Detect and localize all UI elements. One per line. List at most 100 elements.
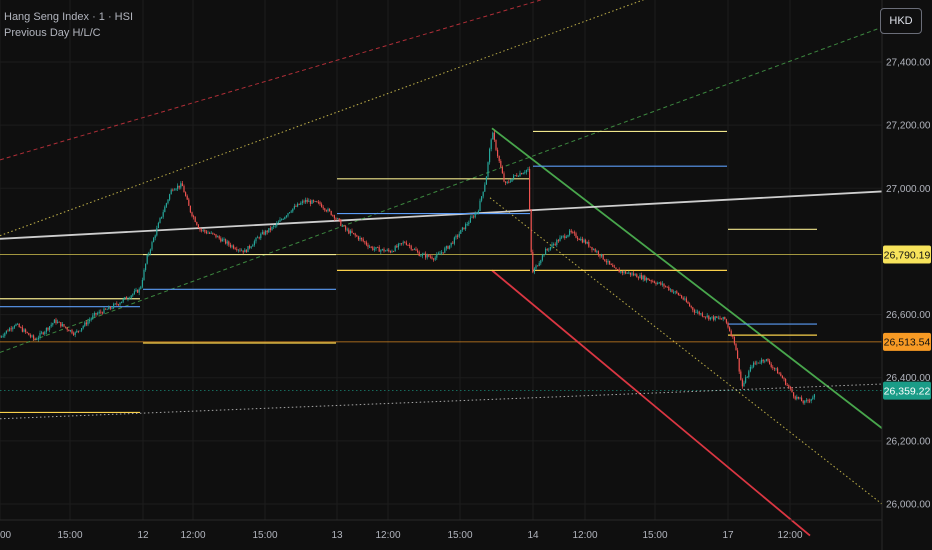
price-candle-body xyxy=(473,216,475,218)
price-candle-body xyxy=(324,208,326,211)
price-candle-body xyxy=(685,298,687,302)
price-candle-body xyxy=(697,311,699,313)
price-candle-body xyxy=(52,323,54,325)
price-candle-body xyxy=(266,230,268,233)
price-candle-body xyxy=(799,397,801,399)
price-candle-body xyxy=(15,324,17,326)
price-candle-body xyxy=(692,307,694,311)
price-candle-body xyxy=(111,308,113,309)
price-candle-body xyxy=(237,249,239,251)
price-candle-body xyxy=(564,235,566,238)
price-candle-body xyxy=(140,286,142,289)
price-candle-body xyxy=(711,316,713,318)
trend-line xyxy=(489,197,883,505)
price-candle-body xyxy=(5,330,7,334)
price-candle-body xyxy=(585,240,587,244)
price-candle-body xyxy=(279,219,281,222)
price-candle-body xyxy=(287,213,289,216)
price-candle-body xyxy=(249,246,251,248)
price-candle-body xyxy=(164,206,166,213)
price-candle-body xyxy=(295,206,297,207)
price-candle-body xyxy=(159,218,161,223)
price-candle-body xyxy=(677,292,679,295)
price-candle-body xyxy=(247,246,249,253)
price-candle-body xyxy=(813,394,815,398)
price-candle-body xyxy=(561,236,563,238)
price-candle-body xyxy=(241,250,243,252)
price-candle-body xyxy=(121,301,123,304)
price-candle-body xyxy=(165,203,167,207)
price-candle-body xyxy=(337,218,339,220)
price-candle-body xyxy=(372,247,374,250)
price-candle-body xyxy=(783,378,785,380)
price-candle-body xyxy=(87,321,89,325)
price-candle-body xyxy=(737,350,739,359)
price-candle-body xyxy=(548,249,550,251)
price-candle-body xyxy=(495,139,497,150)
price-candle-body xyxy=(554,244,556,246)
price-candle-body xyxy=(492,132,494,140)
price-candle-body xyxy=(341,225,343,227)
price-candle-body xyxy=(132,293,134,296)
price-candle-body xyxy=(541,255,543,261)
price-candle-body xyxy=(509,181,511,183)
chart-grid xyxy=(0,0,882,520)
price-candle-body xyxy=(95,312,97,315)
currency-button[interactable]: HKD xyxy=(880,8,922,34)
price-candle-body xyxy=(794,396,796,399)
price-candle-body xyxy=(602,254,604,260)
price-candle-body xyxy=(263,232,265,235)
price-candle-body xyxy=(396,246,398,248)
price-candle-body xyxy=(316,201,318,203)
price-candle-body xyxy=(466,224,468,225)
price-candle-body xyxy=(735,343,737,351)
price-candle-body xyxy=(215,234,217,238)
price-candle-body xyxy=(426,254,428,258)
time-tick-label: 12:00 xyxy=(777,530,802,541)
price-candle-body xyxy=(551,244,553,247)
price-candle-body xyxy=(463,227,465,230)
price-candle-body xyxy=(637,277,639,279)
indicator-label[interactable]: Previous Day H/L/C xyxy=(4,27,101,39)
price-candle-body xyxy=(36,339,38,341)
price-candle-body xyxy=(388,249,390,252)
price-candle-body xyxy=(530,209,532,253)
price-candle-body xyxy=(170,189,172,195)
price-candle-body xyxy=(705,316,707,318)
price-candle-body xyxy=(348,229,350,234)
price-candle-body xyxy=(97,313,99,315)
price-candle-body xyxy=(730,331,732,337)
price-candle-body xyxy=(329,209,331,211)
price-candle-body xyxy=(453,237,455,244)
price-candle-body xyxy=(49,326,51,330)
price-candle-body xyxy=(714,316,716,320)
price-candle-body xyxy=(340,219,342,226)
price-candle-body xyxy=(546,249,548,250)
price-candle-body xyxy=(500,161,502,168)
symbol-title[interactable]: Hang Seng Index · 1 · HSI xyxy=(4,11,134,23)
price-candle-body xyxy=(314,201,316,203)
price-candle-body xyxy=(42,332,44,335)
time-tick-label: 12:00 xyxy=(572,530,597,541)
price-candle-body xyxy=(465,224,467,230)
price-candle-body xyxy=(460,229,462,234)
price-candle-body xyxy=(757,362,759,364)
price-candle-body xyxy=(185,192,187,196)
price-candle-body xyxy=(193,216,195,218)
price-candle-body xyxy=(277,221,279,224)
price-candle-body xyxy=(66,327,68,330)
price-candle-body xyxy=(775,368,777,370)
price-candle-body xyxy=(738,358,740,372)
price-candle-body xyxy=(265,230,267,235)
price-candle-body xyxy=(29,335,31,337)
price-candle-body xyxy=(468,222,470,225)
price-candle-body xyxy=(578,239,580,241)
price-candle-body xyxy=(420,255,422,257)
price-candle-body xyxy=(292,208,294,212)
price-candle-body xyxy=(218,236,220,239)
price-candle-body xyxy=(741,379,743,387)
price-candle-body xyxy=(525,170,527,173)
price-candle-body xyxy=(575,233,577,238)
price-candle-body xyxy=(748,371,750,378)
